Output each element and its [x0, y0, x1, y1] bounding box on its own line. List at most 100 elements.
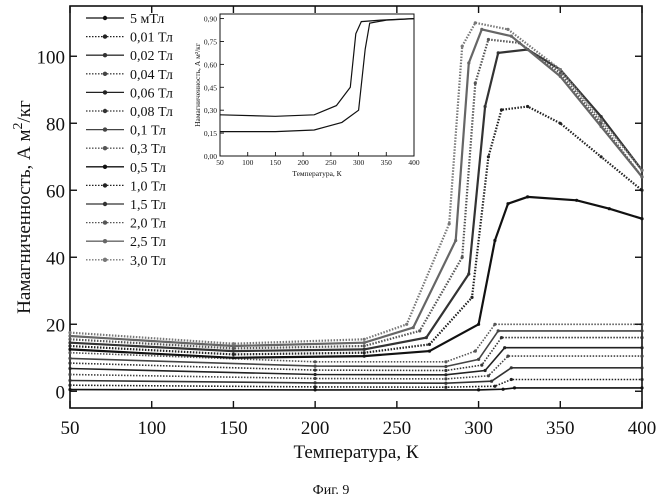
main-data-point [484, 369, 487, 372]
main-data-point [68, 357, 71, 360]
main-data-point [418, 329, 421, 332]
main-data-point [484, 105, 487, 108]
main-data-point [68, 348, 71, 351]
main-data-point [640, 366, 643, 369]
legend-label: 0,02 Тл [130, 49, 173, 64]
main-data-point [510, 35, 513, 38]
main-data-point [467, 272, 470, 275]
main-data-point [510, 378, 513, 381]
main-x-tick-label: 200 [301, 418, 330, 439]
legend-label: 0,3 Тл [130, 142, 166, 157]
main-data-point [428, 350, 431, 353]
main-data-point [640, 169, 643, 172]
main-x-tick-label: 150 [219, 418, 248, 439]
main-y-tick-label: 60 [46, 181, 65, 202]
main-data-point [314, 373, 317, 376]
figure-caption: Фиг. 9 [313, 483, 350, 498]
main-data-point [444, 373, 447, 376]
main-data-point [559, 75, 562, 78]
main-data-point [493, 323, 496, 326]
main-data-point [502, 388, 505, 391]
inset-y-tick-label: 0,15 [204, 129, 217, 138]
legend-marker [103, 34, 107, 38]
main-data-point [497, 329, 500, 332]
legend-marker [103, 165, 107, 169]
main-data-point [503, 346, 506, 349]
legend-marker [103, 202, 107, 206]
legend-label: 3,0 Тл [130, 254, 166, 269]
main-x-tick-label: 300 [464, 418, 493, 439]
main-data-point [513, 386, 516, 389]
main-data-point [448, 222, 451, 225]
main-data-point [640, 386, 643, 389]
inset-x-tick-label: 50 [216, 158, 224, 167]
legend-marker [103, 220, 107, 224]
main-data-point [68, 351, 71, 354]
inset-x-tick-label: 100 [242, 158, 254, 167]
main-data-point [68, 373, 71, 376]
inset-x-tick-label: 200 [298, 158, 310, 167]
legend-label: 1,0 Тл [130, 179, 166, 194]
main-data-point [314, 388, 317, 391]
main-y-tick-label: 20 [46, 315, 65, 336]
main-x-tick-label: 100 [137, 418, 166, 439]
main-y-tick-label: 100 [37, 47, 66, 68]
inset-y-tick-label: 0,75 [204, 37, 217, 46]
main-x-tick-label: 400 [628, 418, 657, 439]
inset-x-tick-label: 350 [381, 158, 393, 167]
main-data-point [526, 195, 529, 198]
main-series-line [70, 388, 642, 390]
main-data-point [405, 323, 408, 326]
main-y-tick-label: 0 [56, 382, 66, 403]
main-data-point [493, 385, 496, 388]
main-data-point [640, 378, 643, 381]
inset-x-axis-title: Температура, К [292, 169, 342, 178]
main-data-point [600, 155, 603, 158]
main-data-point [232, 353, 235, 356]
main-x-axis-title: Температура, К [293, 442, 418, 463]
inset-y-tick-label: 0,60 [204, 60, 217, 69]
inset-y-tick-label: 0,30 [204, 106, 217, 115]
legend-marker [103, 239, 107, 243]
main-data-point [68, 367, 71, 370]
main-data-point [314, 381, 317, 384]
main-data-point [493, 239, 496, 242]
legend-marker [103, 127, 107, 131]
legend-label: 5 мТл [130, 12, 164, 27]
main-y-tick-label: 40 [46, 248, 65, 269]
main-data-point [444, 382, 447, 385]
main-data-point [487, 155, 490, 158]
inset-y-tick-label: 0,90 [204, 15, 217, 24]
legend-label: 0,06 Тл [130, 86, 173, 101]
main-data-point [232, 356, 235, 359]
main-data-point [461, 45, 464, 48]
legend-label: 0,08 Тл [130, 105, 173, 120]
main-data-point [314, 385, 317, 388]
inset-background [220, 14, 416, 158]
main-data-point [470, 296, 473, 299]
main-data-point [640, 346, 643, 349]
main-data-point [487, 38, 490, 41]
main-data-point [68, 331, 71, 334]
main-data-point [600, 115, 603, 118]
main-data-point [444, 377, 447, 380]
main-x-tick-label: 50 [61, 418, 80, 439]
main-data-point [477, 388, 480, 391]
main-data-point [640, 329, 643, 332]
main-data-point [480, 364, 483, 367]
main-x-tick-label: 350 [546, 418, 575, 439]
main-data-point [510, 366, 513, 369]
main-data-point [506, 202, 509, 205]
main-data-point [640, 336, 643, 339]
legend-marker [103, 109, 107, 113]
inset-y-axis-title: Намагниченность, А м²/кг [193, 43, 202, 127]
main-data-point [474, 350, 477, 353]
legend-label: 2,5 Тл [130, 235, 166, 250]
main-data-point [608, 207, 611, 210]
legend-marker [103, 53, 107, 57]
legend-marker [103, 258, 107, 262]
main-data-point [454, 239, 457, 242]
legend: 5 мТл0,01 Тл0,02 Тл0,04 Тл0,06 Тл0,08 Тл… [86, 12, 173, 269]
main-data-point [363, 341, 366, 344]
